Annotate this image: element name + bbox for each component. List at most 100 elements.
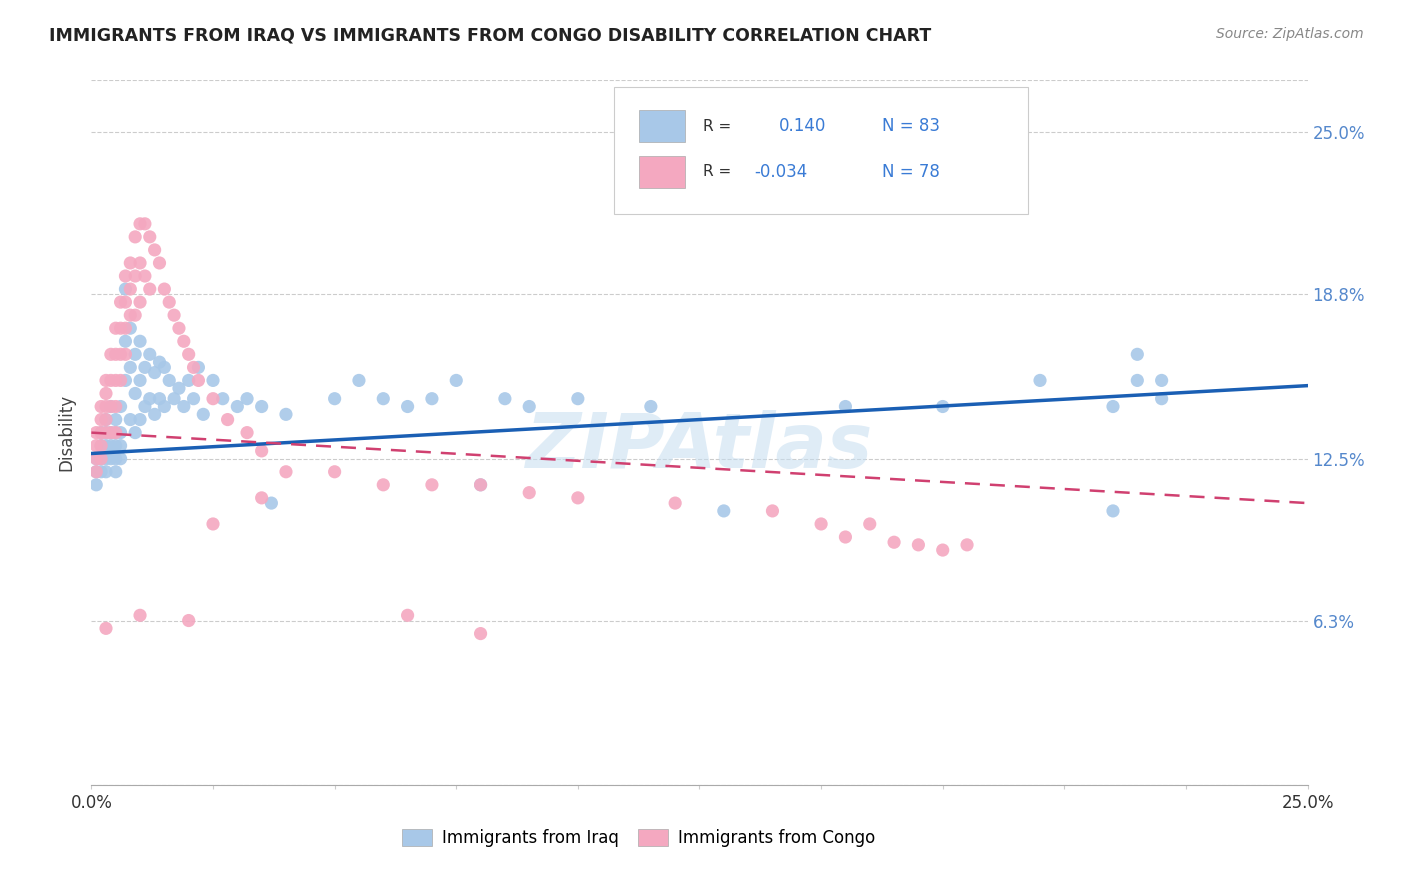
Point: [517, 485, 540, 500]
Point: [120, 360, 142, 375]
Point: [104, 451, 127, 466]
Point: [163, 308, 186, 322]
Point: [177, 347, 200, 361]
Point: [84, 465, 107, 479]
Point: [104, 347, 127, 361]
Point: [104, 425, 127, 440]
Point: [90, 451, 112, 466]
Point: [834, 530, 856, 544]
Point: [129, 412, 152, 426]
Point: [84, 465, 107, 479]
Point: [1126, 373, 1149, 387]
Point: [148, 256, 170, 270]
Point: [153, 400, 176, 414]
Point: [148, 355, 170, 369]
Point: [323, 465, 346, 479]
Point: [110, 373, 132, 387]
Point: [167, 381, 190, 395]
Point: [274, 408, 297, 422]
Point: [124, 425, 146, 440]
Point: [236, 392, 259, 406]
Point: [90, 439, 112, 453]
Text: R =: R =: [703, 164, 731, 179]
Point: [470, 626, 492, 640]
Point: [323, 392, 346, 406]
Point: [211, 392, 233, 406]
FancyBboxPatch shape: [638, 111, 685, 142]
Text: R =: R =: [703, 119, 731, 134]
Point: [90, 400, 112, 414]
Point: [1150, 373, 1173, 387]
Point: [114, 268, 136, 283]
Point: [157, 295, 180, 310]
Point: [100, 400, 122, 414]
Point: [104, 373, 127, 387]
Point: [713, 504, 735, 518]
Point: [110, 439, 132, 453]
Point: [163, 392, 186, 406]
Point: [94, 373, 117, 387]
Point: [110, 347, 132, 361]
Point: [129, 334, 152, 349]
Point: [183, 392, 205, 406]
Point: [84, 478, 107, 492]
Point: [640, 400, 662, 414]
Point: [956, 538, 979, 552]
Point: [1102, 400, 1125, 414]
Point: [120, 256, 142, 270]
Point: [100, 439, 122, 453]
Point: [859, 516, 882, 531]
Point: [236, 425, 259, 440]
Point: [120, 282, 142, 296]
Point: [114, 295, 136, 310]
Point: [114, 347, 136, 361]
Point: [134, 268, 156, 283]
Point: [250, 400, 273, 414]
Point: [177, 373, 200, 387]
Point: [202, 373, 225, 387]
Point: [120, 412, 142, 426]
Point: [153, 360, 176, 375]
Point: [167, 321, 190, 335]
Point: [420, 392, 443, 406]
Point: [124, 308, 146, 322]
Point: [120, 308, 142, 322]
Text: ZIPAtlas: ZIPAtlas: [526, 409, 873, 483]
Point: [931, 400, 953, 414]
Point: [134, 400, 156, 414]
Point: [94, 439, 117, 453]
Point: [129, 295, 152, 310]
Point: [129, 608, 152, 623]
Point: [100, 425, 122, 440]
Text: -0.034: -0.034: [754, 163, 807, 181]
Point: [110, 451, 132, 466]
Point: [396, 608, 419, 623]
Point: [84, 451, 107, 466]
Point: [94, 451, 117, 466]
Point: [104, 400, 127, 414]
Point: [124, 230, 146, 244]
Point: [94, 400, 117, 414]
Point: [110, 295, 132, 310]
Point: [114, 321, 136, 335]
Point: [94, 621, 117, 635]
Point: [202, 516, 225, 531]
Point: [124, 386, 146, 401]
Point: [664, 496, 686, 510]
Point: [143, 366, 166, 380]
Point: [100, 451, 122, 466]
Point: [187, 360, 209, 375]
Point: [139, 230, 162, 244]
FancyBboxPatch shape: [614, 87, 1028, 214]
Point: [90, 439, 112, 453]
Point: [1126, 347, 1149, 361]
Point: [834, 400, 856, 414]
Point: [931, 543, 953, 558]
Point: [567, 392, 589, 406]
Point: [187, 373, 209, 387]
Point: [84, 439, 107, 453]
Point: [250, 491, 273, 505]
Point: [1150, 392, 1173, 406]
Point: [444, 373, 467, 387]
Point: [1102, 504, 1125, 518]
